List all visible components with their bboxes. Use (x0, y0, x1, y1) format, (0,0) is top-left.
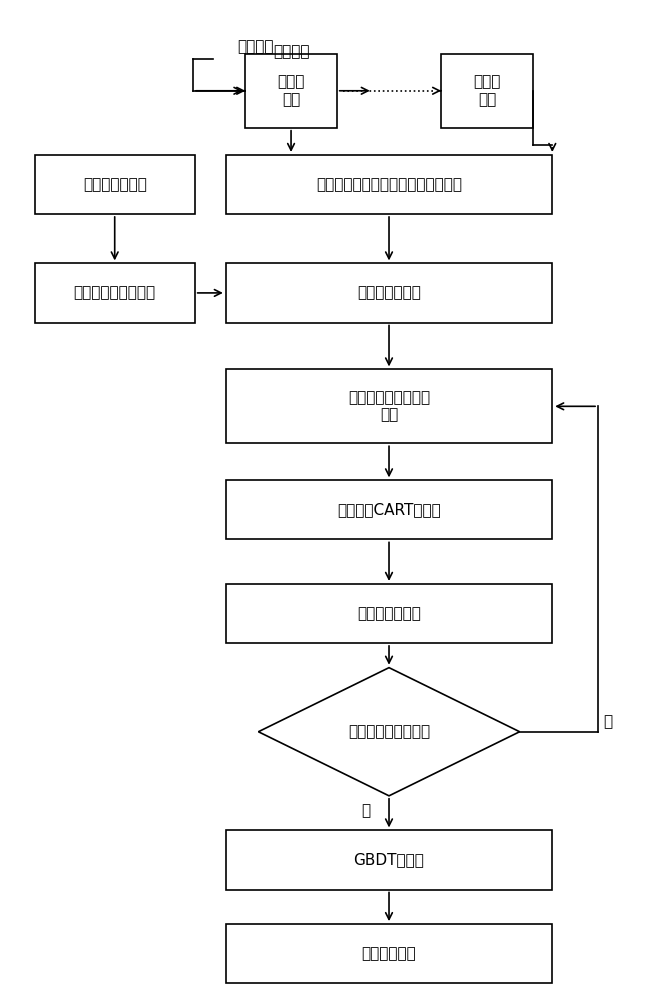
FancyBboxPatch shape (35, 155, 195, 214)
Text: 输出均衡结果: 输出均衡结果 (362, 946, 416, 961)
Text: 抽头延
时器: 抽头延 时器 (277, 75, 305, 107)
Polygon shape (258, 668, 520, 796)
FancyBboxPatch shape (245, 54, 337, 128)
FancyBboxPatch shape (225, 584, 552, 643)
Text: 得到训练序列的标签: 得到训练序列的标签 (73, 285, 156, 300)
Text: GBDT分类器: GBDT分类器 (354, 852, 424, 867)
FancyBboxPatch shape (225, 480, 552, 539)
FancyBboxPatch shape (225, 830, 552, 890)
Text: 训练序列发生器: 训练序列发生器 (83, 177, 147, 192)
FancyBboxPatch shape (225, 369, 552, 443)
FancyBboxPatch shape (225, 263, 552, 323)
FancyBboxPatch shape (225, 155, 552, 214)
Text: 抽头延
时器: 抽头延 时器 (474, 75, 501, 107)
Text: 接收数据: 接收数据 (237, 39, 273, 54)
Text: 构建训练序列和测试数据的特征向量: 构建训练序列和测试数据的特征向量 (316, 177, 462, 192)
Text: 是: 是 (362, 803, 371, 818)
Text: 遍历特征选择最优分
割点: 遍历特征选择最优分 割点 (348, 390, 430, 423)
Text: 否: 否 (603, 714, 612, 729)
Text: 接收数据: 接收数据 (273, 44, 309, 59)
Text: 递归生长CART回归树: 递归生长CART回归树 (337, 502, 441, 517)
Text: 得到训练数据集: 得到训练数据集 (357, 285, 421, 300)
FancyBboxPatch shape (225, 924, 552, 983)
FancyBboxPatch shape (35, 263, 195, 323)
Text: 根据残差生成树: 根据残差生成树 (357, 606, 421, 621)
FancyBboxPatch shape (442, 54, 533, 128)
Text: 是否继续迭代生成树: 是否继续迭代生成树 (348, 724, 430, 739)
